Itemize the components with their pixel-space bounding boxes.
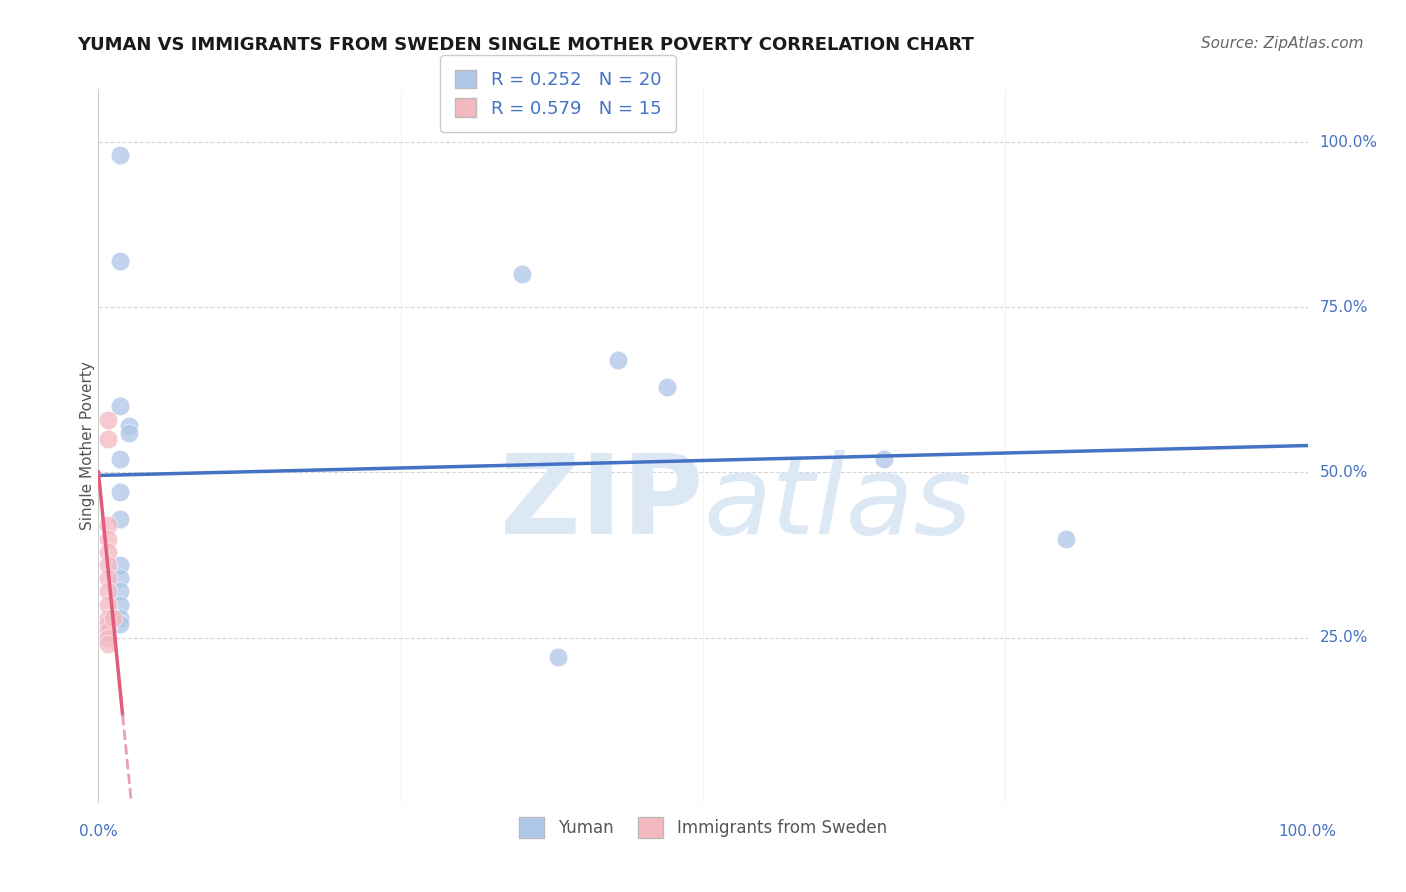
Text: atlas: atlas (703, 450, 972, 557)
Point (97, 584, 120, 599)
Point (108, 617, 131, 632)
Text: 100.0%: 100.0% (1320, 135, 1378, 150)
Point (118, 419, 141, 434)
Point (108, 254, 131, 268)
Point (108, 558, 131, 572)
Text: 0.0%: 0.0% (79, 824, 118, 839)
Point (97, 637, 120, 651)
Point (1054, 532, 1077, 546)
Point (97, 611, 120, 625)
Text: 50.0%: 50.0% (1320, 465, 1368, 480)
Point (108, 148, 131, 162)
Point (97, 433, 120, 447)
Point (108, 511, 131, 525)
Point (97, 571, 120, 585)
Point (97, 412, 120, 426)
Text: YUMAN VS IMMIGRANTS FROM SWEDEN SINGLE MOTHER POVERTY CORRELATION CHART: YUMAN VS IMMIGRANTS FROM SWEDEN SINGLE M… (77, 36, 974, 54)
Point (108, 400, 131, 414)
Text: 25.0%: 25.0% (1320, 630, 1368, 645)
Text: 75.0%: 75.0% (1320, 300, 1368, 315)
Point (97, 631, 120, 645)
Point (97, 532, 120, 546)
Point (510, 267, 533, 281)
Point (108, 485, 131, 500)
Point (873, 452, 896, 467)
Point (547, 650, 569, 665)
Point (108, 571, 131, 585)
Point (97, 558, 120, 572)
Point (108, 584, 131, 599)
Text: 100.0%: 100.0% (1278, 824, 1337, 839)
Point (97, 545, 120, 559)
Point (97, 617, 120, 632)
Point (108, 452, 131, 467)
Point (97, 518, 120, 533)
Point (607, 353, 630, 368)
Point (118, 425, 141, 440)
Text: Source: ZipAtlas.com: Source: ZipAtlas.com (1201, 36, 1364, 51)
Text: ZIP: ZIP (499, 450, 703, 557)
Point (101, 611, 124, 625)
Point (97, 598, 120, 612)
Y-axis label: Single Mother Poverty: Single Mother Poverty (80, 361, 94, 531)
Legend: Yuman, Immigrants from Sweden: Yuman, Immigrants from Sweden (513, 811, 893, 845)
Point (97, 624, 120, 638)
Point (108, 598, 131, 612)
Point (655, 379, 678, 393)
Point (108, 611, 131, 625)
